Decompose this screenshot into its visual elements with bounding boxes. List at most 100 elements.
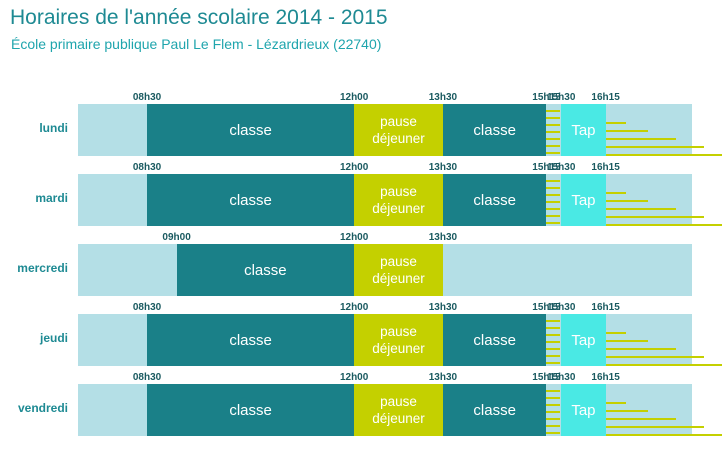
day-row-lundi: classe pause déjeuner classe Tap xyxy=(78,104,722,156)
block-label: classe xyxy=(473,331,516,349)
stair-stripe xyxy=(605,418,676,420)
block-label: classe xyxy=(229,401,272,419)
block-label: Tap xyxy=(571,401,596,419)
tap-block: Tap xyxy=(561,384,606,436)
classe-block: classe xyxy=(442,314,547,366)
day-label: jeudi xyxy=(39,331,68,345)
pause-block: pause déjeuner xyxy=(354,244,443,296)
gap-stripe xyxy=(546,327,561,329)
time-tick: 16h15 xyxy=(591,92,620,103)
day-row-mercredi: classe pause déjeuner xyxy=(78,244,692,296)
pause-block: pause déjeuner xyxy=(354,174,443,226)
classe-block: classe xyxy=(147,314,355,366)
gap-stripe xyxy=(546,411,561,413)
gap-stripe xyxy=(546,334,561,336)
block-label: Tap xyxy=(571,121,596,139)
gap-stripe xyxy=(546,117,561,119)
stair-stripe xyxy=(605,122,626,124)
day-label: vendredi xyxy=(17,401,68,415)
time-tick: 13h30 xyxy=(428,302,458,313)
time-tick: 15h15 xyxy=(532,302,561,313)
stair-stripe xyxy=(605,402,626,404)
stair-stripe xyxy=(605,130,648,132)
block-label: pause déjeuner xyxy=(372,394,425,426)
gap-stripe xyxy=(546,131,561,133)
block-label: classe xyxy=(473,121,516,139)
day-label: lundi xyxy=(39,121,68,135)
gap-stripe xyxy=(546,208,561,210)
gap-stripe xyxy=(546,425,561,427)
gap-stripe xyxy=(546,201,561,203)
stair-stripe xyxy=(605,138,676,140)
gap-stripe xyxy=(546,187,561,189)
block-label: pause déjeuner xyxy=(372,184,425,216)
time-tick: 12h00 xyxy=(339,302,369,313)
day-label: mercredi xyxy=(17,261,68,275)
stair-stripe xyxy=(605,224,722,226)
classe-block: classe xyxy=(442,104,547,156)
time-tick: 13h30 xyxy=(428,372,458,383)
gap-stripe xyxy=(546,355,561,357)
block-label: pause déjeuner xyxy=(372,254,425,286)
block-label: classe xyxy=(473,191,516,209)
gap-stripe xyxy=(546,362,561,364)
page-title: Horaires de l'année scolaire 2014 - 2015 xyxy=(10,6,388,29)
time-tick: 13h30 xyxy=(428,92,458,103)
classe-block: classe xyxy=(147,384,355,436)
gap-stripe xyxy=(546,341,561,343)
stair-stripe xyxy=(605,364,722,366)
gap-stripe xyxy=(546,390,561,392)
gap-stripe xyxy=(546,194,561,196)
gap-stripe xyxy=(546,418,561,420)
stair-stripe xyxy=(605,200,648,202)
tap-block: Tap xyxy=(561,174,606,226)
time-tick: 16h15 xyxy=(591,372,620,383)
time-tick: 08h30 xyxy=(132,162,162,173)
time-tick: 16h15 xyxy=(591,302,620,313)
pause-block: pause déjeuner xyxy=(354,104,443,156)
gap-stripe xyxy=(546,152,561,154)
time-tick: 08h30 xyxy=(132,372,162,383)
stair-stripe xyxy=(605,332,626,334)
tap-block: Tap xyxy=(561,314,606,366)
day-row-jeudi: classe pause déjeuner classe Tap xyxy=(78,314,722,366)
stair-stripe xyxy=(605,410,648,412)
block-label: classe xyxy=(473,401,516,419)
block-label: classe xyxy=(244,261,287,279)
classe-block: classe xyxy=(176,244,355,296)
block-label: pause déjeuner xyxy=(372,114,425,146)
stair-stripe xyxy=(605,146,704,148)
gap-stripe xyxy=(546,215,561,217)
time-tick: 08h30 xyxy=(132,302,162,313)
gap-stripe xyxy=(546,110,561,112)
block-label: Tap xyxy=(571,331,596,349)
day-row-vendredi: classe pause déjeuner classe Tap xyxy=(78,384,722,436)
block-label: Tap xyxy=(571,191,596,209)
block-label: classe xyxy=(229,121,272,139)
time-tick: 16h15 xyxy=(591,162,620,173)
time-tick: 09h00 xyxy=(162,232,191,243)
stair-stripe xyxy=(605,192,626,194)
stair-stripe xyxy=(605,154,722,156)
time-tick: 08h30 xyxy=(132,92,162,103)
stair-stripe xyxy=(605,216,704,218)
day-row-mardi: classe pause déjeuner classe Tap xyxy=(78,174,722,226)
gap-stripe xyxy=(546,145,561,147)
time-tick: 15h15 xyxy=(532,92,561,103)
block-label: classe xyxy=(229,191,272,209)
tap-block: Tap xyxy=(561,104,606,156)
gap-stripe xyxy=(546,124,561,126)
time-tick: 15h30 xyxy=(547,162,576,173)
pause-block: pause déjeuner xyxy=(354,314,443,366)
time-tick: 12h00 xyxy=(339,162,369,173)
block-label: pause déjeuner xyxy=(372,324,425,356)
time-tick: 12h00 xyxy=(339,372,369,383)
time-tick: 13h30 xyxy=(428,232,458,243)
block-label: classe xyxy=(229,331,272,349)
stair-stripe xyxy=(605,434,722,436)
gap-stripe xyxy=(546,404,561,406)
classe-block: classe xyxy=(442,174,547,226)
stair-stripe xyxy=(605,340,648,342)
gap-stripe xyxy=(546,397,561,399)
classe-block: classe xyxy=(147,174,355,226)
